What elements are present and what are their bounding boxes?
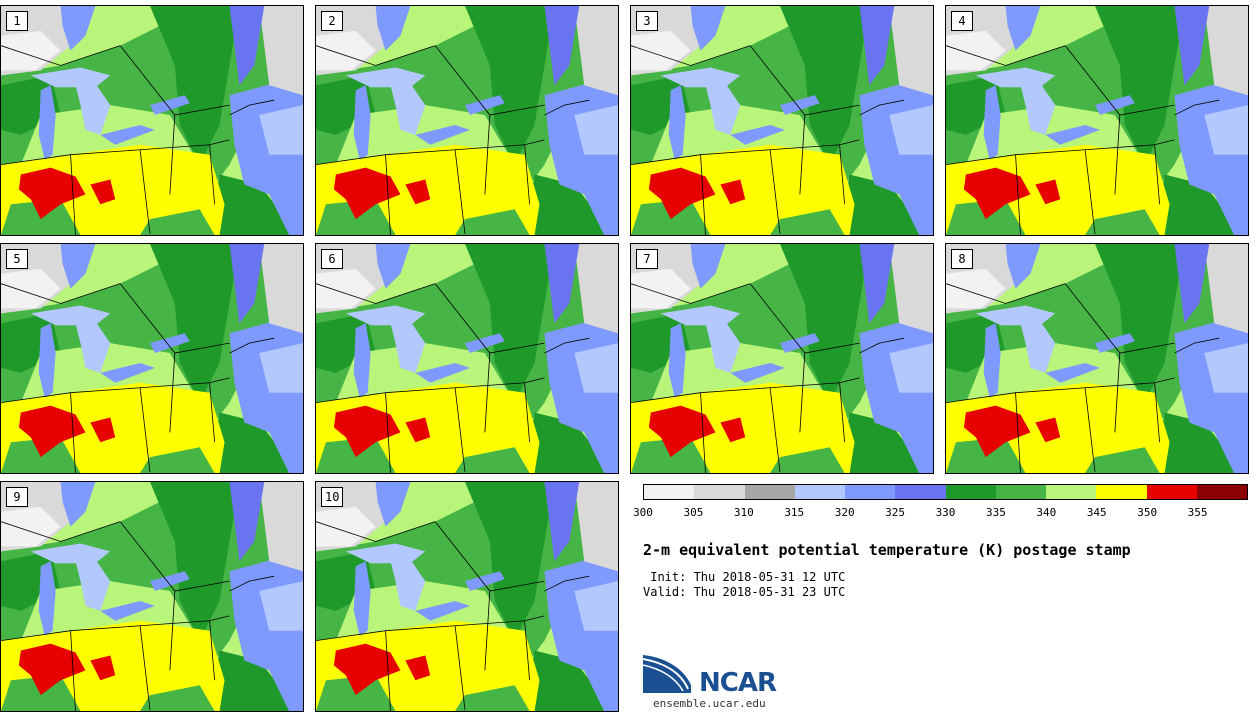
colorbar-tick-label: 320 xyxy=(834,506,855,519)
theta-e-map xyxy=(1,6,303,235)
colorbar-tick-label: 345 xyxy=(1086,506,1107,519)
colorbar-tick-label: 350 xyxy=(1137,506,1158,519)
stamp-number: 5 xyxy=(6,249,28,269)
theta-e-map xyxy=(1,482,303,711)
theta-e-map xyxy=(631,244,933,473)
colorbar-swatch xyxy=(694,485,745,499)
colorbar-swatch xyxy=(945,485,996,499)
colorbar-tick-label: 315 xyxy=(784,506,805,519)
theta-e-map xyxy=(316,244,618,473)
stamp-number: 6 xyxy=(321,249,343,269)
stamp-number: 4 xyxy=(951,11,973,31)
colorbar-swatch xyxy=(794,485,845,499)
colorbar-tick-label: 335 xyxy=(985,506,1006,519)
colorbar-tick-label: 310 xyxy=(733,506,754,519)
theta-e-map xyxy=(946,6,1248,235)
theta-e-map xyxy=(316,6,618,235)
stamp-number: 2 xyxy=(321,11,343,31)
plot-title: 2-m equivalent potential temperature (K)… xyxy=(643,541,1131,559)
theta-e-map xyxy=(946,244,1248,473)
stamp-panel-3: 3 xyxy=(630,5,934,236)
colorbar-swatch xyxy=(1096,485,1147,499)
stamp-panel-5: 5 xyxy=(0,243,304,474)
stamp-number: 3 xyxy=(636,11,658,31)
ncar-logo-text: NCAR xyxy=(699,668,777,698)
colorbar-swatch xyxy=(744,485,795,499)
stamp-panel-1: 1 xyxy=(0,5,304,236)
stamp-number: 7 xyxy=(636,249,658,269)
colorbar-swatch xyxy=(1046,485,1097,499)
ncar-logo-icon xyxy=(643,655,691,693)
stamp-panel-8: 8 xyxy=(945,243,1249,474)
colorbar-tick-label: 305 xyxy=(683,506,704,519)
colorbar-swatch xyxy=(644,485,695,499)
stamp-panel-7: 7 xyxy=(630,243,934,474)
stamp-panel-4: 4 xyxy=(945,5,1249,236)
stamp-panel-6: 6 xyxy=(315,243,619,474)
colorbar-swatch xyxy=(1146,485,1197,499)
stamp-number: 10 xyxy=(321,487,344,507)
colorbar-tick-label: 340 xyxy=(1036,506,1057,519)
stamp-number: 9 xyxy=(6,487,28,507)
colorbar-tick-label: 355 xyxy=(1187,506,1208,519)
colorbar-swatch xyxy=(995,485,1046,499)
colorbar-swatch xyxy=(845,485,896,499)
valid-time: Valid: Thu 2018-05-31 23 UTC xyxy=(643,585,846,599)
stamp-panel-10: 10 xyxy=(315,481,619,712)
stamp-number: 1 xyxy=(6,11,28,31)
logo-url: ensemble.ucar.edu xyxy=(653,697,766,710)
colorbar-swatch xyxy=(1196,485,1247,499)
stamp-panel-2: 2 xyxy=(315,5,619,236)
theta-e-map xyxy=(316,482,618,711)
colorbar-tick-label: 330 xyxy=(935,506,956,519)
theta-e-map xyxy=(1,244,303,473)
stamp-panel-9: 9 xyxy=(0,481,304,712)
theta-e-map xyxy=(631,6,933,235)
colorbar-swatch xyxy=(895,485,946,499)
init-time: Init: Thu 2018-05-31 12 UTC xyxy=(643,570,846,584)
colorbar xyxy=(643,484,1248,500)
colorbar-tick-label: 325 xyxy=(885,506,906,519)
stamp-number: 8 xyxy=(951,249,973,269)
colorbar-tick-label: 300 xyxy=(633,506,653,519)
